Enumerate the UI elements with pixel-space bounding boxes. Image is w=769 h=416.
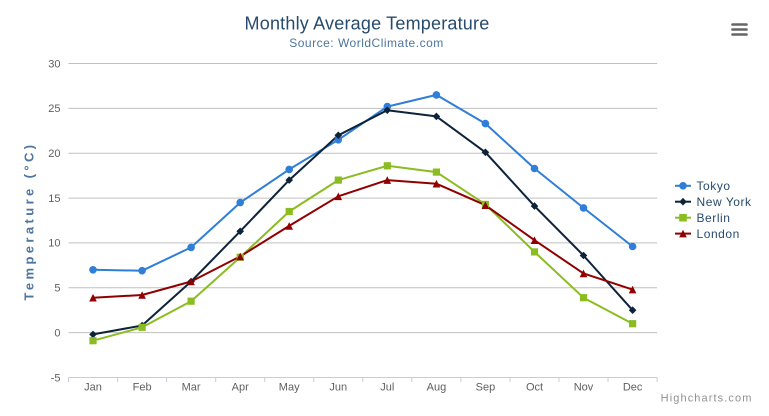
svg-text:20: 20: [48, 148, 60, 160]
svg-text:London: London: [697, 227, 740, 241]
svg-text:Aug: Aug: [427, 382, 447, 394]
svg-text:30: 30: [48, 58, 60, 70]
svg-text:Nov: Nov: [574, 382, 594, 394]
svg-text:25: 25: [48, 103, 60, 115]
svg-text:Tokyo: Tokyo: [697, 179, 731, 193]
svg-text:Monthly Average Temperature: Monthly Average Temperature: [245, 14, 490, 34]
svg-text:0: 0: [54, 327, 60, 339]
svg-text:-5: -5: [51, 372, 61, 384]
svg-text:15: 15: [48, 193, 60, 205]
svg-text:5: 5: [54, 283, 60, 295]
svg-text:Berlin: Berlin: [697, 211, 731, 225]
svg-text:Highcharts.com: Highcharts.com: [661, 393, 753, 405]
svg-text:Apr: Apr: [232, 382, 249, 394]
svg-text:Mar: Mar: [182, 382, 201, 394]
svg-text:Feb: Feb: [133, 382, 152, 394]
svg-text:Temperature (°C): Temperature (°C): [22, 141, 37, 300]
svg-text:Dec: Dec: [623, 382, 643, 394]
svg-text:Jul: Jul: [380, 382, 394, 394]
svg-text:May: May: [279, 382, 300, 394]
svg-text:Source: WorldClimate.com: Source: WorldClimate.com: [289, 36, 444, 50]
svg-text:Oct: Oct: [526, 382, 543, 394]
svg-text:10: 10: [48, 238, 60, 250]
svg-text:Jun: Jun: [329, 382, 347, 394]
svg-text:Sep: Sep: [476, 382, 496, 394]
svg-text:New York: New York: [697, 195, 753, 209]
svg-text:Jan: Jan: [84, 382, 102, 394]
